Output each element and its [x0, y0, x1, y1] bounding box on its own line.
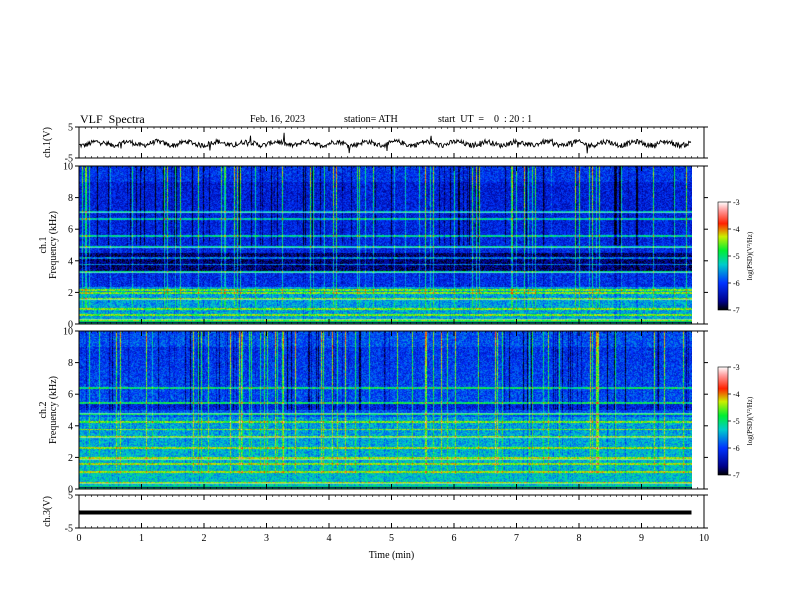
ch2-spectrogram-ylabel: ch.2 — [38, 402, 49, 419]
colorbar-tick-label: -3 — [733, 363, 740, 372]
y-tick-label: 4 — [68, 256, 73, 267]
x-axis-label: Time (min) — [369, 550, 414, 561]
y-tick-label: 2 — [68, 453, 73, 464]
x-tick-label: 3 — [264, 533, 269, 544]
x-tick-label: 8 — [577, 533, 582, 544]
y-tick-label: -5 — [65, 524, 73, 535]
x-tick-label: 6 — [452, 533, 457, 544]
y-tick-label: 2 — [68, 288, 73, 299]
y-tick-label: 8 — [68, 193, 73, 204]
ch1-waveform-ylabel: ch.1(V) — [42, 127, 53, 158]
ch2-spectrogram-colorbar-label: log(PSD)(V²/Hz) — [746, 396, 754, 445]
ch3-waveform-ylabel: ch.3(V) — [42, 496, 53, 527]
ch1-spectrogram-colorbar — [717, 201, 729, 311]
y-tick-label: 10 — [63, 327, 73, 338]
x-tick-label: 4 — [327, 533, 332, 544]
colorbar-tick-label: -5 — [733, 252, 740, 261]
y-tick-label: 0 — [68, 485, 73, 496]
y-tick-label: 6 — [68, 225, 73, 236]
ch1-waveform-line — [78, 132, 692, 154]
x-tick-label: 9 — [639, 533, 644, 544]
colorbar-tick-label: -3 — [733, 198, 740, 207]
ch1-spectrogram-colorbar-label: log(PSD)(V²/Hz) — [746, 231, 754, 280]
y-tick-label: 6 — [68, 390, 73, 401]
date-label: Feb. 16, 2023 — [250, 114, 305, 125]
y-tick-label: 5 — [68, 491, 73, 502]
x-tick-label: 7 — [514, 533, 519, 544]
ch1-spectrogram-ylabel: ch.1 — [38, 237, 49, 254]
y-tick-label: 10 — [63, 162, 73, 173]
y-tick-label: 5 — [68, 123, 73, 134]
ch1-spectrogram-ylabel: Frequency (kHz) — [48, 211, 59, 279]
colorbar-tick-label: -4 — [733, 390, 740, 399]
y-tick-label: -5 — [65, 154, 73, 165]
spectrogram-image-1 — [79, 166, 692, 324]
x-tick-label: 1 — [139, 533, 144, 544]
colorbar-tick-label: -6 — [733, 279, 740, 288]
figure-title: VLF Spectra — [80, 112, 145, 126]
ch2-spectrogram-ylabel: Frequency (kHz) — [48, 376, 59, 444]
x-tick-label: 2 — [202, 533, 207, 544]
y-tick-label: 0 — [68, 320, 73, 331]
ch2-spectrogram-colorbar — [717, 366, 729, 476]
colorbar-tick-label: -7 — [733, 471, 740, 480]
y-tick-label: 4 — [68, 421, 73, 432]
spectrogram-image-2 — [79, 331, 692, 489]
colorbar-tick-label: -6 — [733, 444, 740, 453]
colorbar-tick-label: -4 — [733, 225, 740, 234]
y-tick-label: 8 — [68, 358, 73, 369]
station-label: station= ATH — [344, 114, 398, 125]
start-time-label: start UT = 0 : 20 : 1 — [438, 114, 533, 125]
x-tick-label: 0 — [77, 533, 82, 544]
x-tick-label: 10 — [699, 533, 709, 544]
colorbar-tick-label: -7 — [733, 306, 740, 315]
colorbar-tick-label: -5 — [733, 417, 740, 426]
x-tick-label: 5 — [389, 533, 394, 544]
